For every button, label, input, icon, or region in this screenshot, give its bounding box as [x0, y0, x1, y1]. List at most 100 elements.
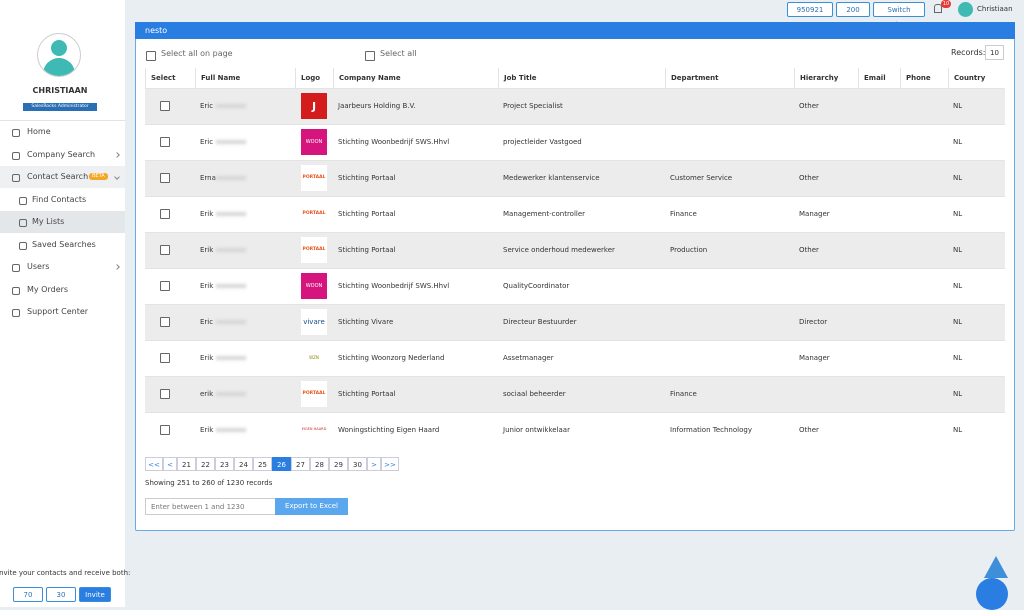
table-row	[145, 232, 1005, 268]
page-button[interactable]: 24	[234, 457, 253, 471]
company-logo: PORTAAL	[301, 165, 327, 191]
page-input[interactable]: Enter between 1 and 1230	[145, 498, 276, 515]
column-header: Hierarchy	[794, 68, 858, 88]
nav-item[interactable]: My Lists	[0, 211, 125, 233]
company-cell: Stichting Woonbedrijf SWS.Hhvl	[338, 282, 450, 290]
page-button[interactable]: >	[367, 457, 381, 471]
blurred-surname	[216, 248, 246, 252]
nav-item[interactable]: Support Center	[27, 307, 89, 316]
lists-button[interactable]: 200	[836, 2, 870, 17]
page-button[interactable]: 28	[310, 457, 329, 471]
country-cell: NL	[953, 390, 963, 398]
hierarchy-cell: Other	[799, 246, 819, 254]
nav-item[interactable]: Users	[27, 262, 50, 271]
row-checkbox[interactable]	[160, 245, 170, 255]
chat-button[interactable]	[976, 578, 1008, 610]
name-cell: erik	[200, 390, 214, 398]
page-button[interactable]: 23	[215, 457, 234, 471]
table-row	[145, 196, 1005, 232]
export-button[interactable]: Export to Excel	[275, 498, 348, 515]
page-button[interactable]: 30	[348, 457, 367, 471]
row-checkbox[interactable]	[160, 317, 170, 327]
company-cell: Stichting Portaal	[338, 210, 396, 218]
company-cell: Stichting Portaal	[338, 174, 396, 182]
table-row	[145, 412, 1005, 448]
invite-lists[interactable]: 30	[46, 587, 76, 602]
row-checkbox[interactable]	[160, 137, 170, 147]
page-button[interactable]: 25	[253, 457, 272, 471]
avatar-head	[51, 40, 67, 56]
table-row	[145, 304, 1005, 340]
job-cell: Assetmanager	[503, 354, 554, 362]
company-logo: vivare	[301, 309, 327, 335]
sidebar	[0, 0, 125, 607]
page-button[interactable]: <	[163, 457, 177, 471]
nav-item[interactable]: Saved Searches	[32, 239, 96, 249]
company-cell: Stichting Woonzorg Nederland	[338, 354, 445, 362]
row-checkbox[interactable]	[160, 101, 170, 111]
country-cell: NL	[953, 174, 963, 182]
nav-item[interactable]: Contact Search	[0, 166, 125, 188]
company-logo: PORTAAL	[301, 381, 327, 407]
checkbox[interactable]	[146, 51, 156, 61]
page-button[interactable]: <<	[145, 457, 163, 471]
company-cell: Woningstichting Eigen Haard	[338, 426, 440, 434]
invite-button[interactable]: Invite	[79, 587, 111, 602]
row-checkbox[interactable]	[160, 425, 170, 435]
nav-item[interactable]: Home	[27, 127, 51, 136]
page-button[interactable]: 21	[177, 457, 196, 471]
select-all-label[interactable]: Select all	[380, 49, 417, 58]
hierarchy-cell: Other	[799, 102, 819, 110]
column-header: Company Name	[333, 68, 498, 88]
page-button[interactable]: 26	[272, 457, 291, 471]
invite-credits[interactable]: 70	[13, 587, 43, 602]
user-name[interactable]: Christiaan	[977, 5, 1013, 13]
beta-badge: BETA	[89, 173, 108, 180]
nav-icon	[12, 151, 20, 160]
row-checkbox[interactable]	[160, 353, 170, 363]
divider	[0, 120, 125, 121]
row-checkbox[interactable]	[160, 209, 170, 219]
switch-plan-button[interactable]: Switch plan	[873, 2, 925, 29]
select-page-label[interactable]: Select all on page	[161, 49, 233, 58]
column-header: Country	[948, 68, 1005, 88]
column-header: Department	[665, 68, 794, 88]
nav-icon	[19, 196, 27, 205]
hierarchy-cell: Other	[799, 426, 819, 434]
showing-text: Showing 251 to 260 of 1230 records	[145, 479, 273, 487]
nav-item[interactable]: My Orders	[27, 284, 69, 294]
records-select[interactable]: 10	[985, 45, 1004, 60]
department-cell: Finance	[670, 390, 697, 398]
nav-item[interactable]: Company Search	[27, 149, 96, 159]
page-button[interactable]: 22	[196, 457, 215, 471]
blurred-surname	[216, 140, 246, 144]
nav-icon	[19, 219, 27, 227]
nav-icon	[12, 286, 20, 295]
blurred-surname	[216, 176, 246, 180]
job-cell: Medewerker klantenservice	[503, 174, 600, 182]
nav-item[interactable]: Find Contacts	[32, 194, 87, 204]
page-button[interactable]: 29	[329, 457, 348, 471]
department-cell: Information Technology	[670, 426, 752, 434]
name-cell: Erik	[200, 282, 214, 290]
page-button[interactable]: 27	[291, 457, 310, 471]
blurred-surname	[216, 284, 246, 288]
department-cell: Customer Service	[670, 174, 733, 182]
row-checkbox[interactable]	[160, 389, 170, 399]
bell-icon[interactable]	[934, 4, 942, 13]
user-avatar[interactable]	[958, 2, 973, 17]
row-checkbox[interactable]	[160, 173, 170, 183]
name-cell: Erik	[200, 354, 214, 362]
row-checkbox[interactable]	[160, 281, 170, 291]
credits-button[interactable]: 950921	[787, 2, 833, 17]
company-logo: J	[301, 93, 327, 119]
page-button[interactable]: >>	[381, 457, 399, 471]
company-logo: PORTAAL	[301, 201, 327, 227]
department-cell: Finance	[670, 210, 697, 218]
company-logo: WZN	[301, 345, 327, 371]
checkbox[interactable]	[365, 51, 375, 61]
column-header: Logo	[295, 68, 333, 88]
profile-name: CHRISTIAAN	[32, 86, 88, 95]
nav-icon	[12, 129, 20, 137]
